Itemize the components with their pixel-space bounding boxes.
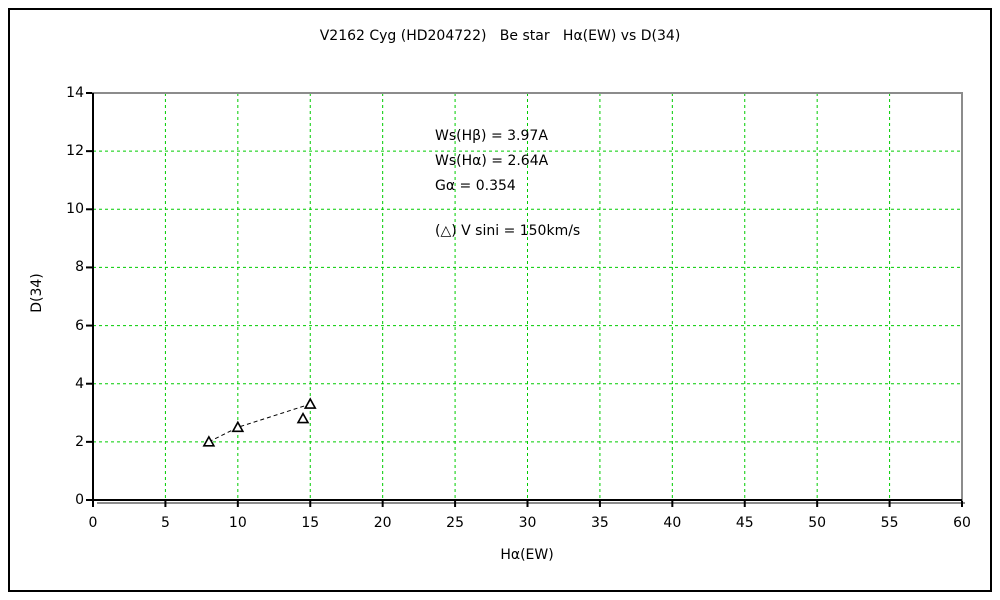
- x-tick-label: 60: [953, 515, 971, 531]
- triangle-marker: [296, 411, 310, 424]
- x-tick-label: 5: [160, 515, 170, 531]
- y-tick-label: 6: [75, 317, 84, 334]
- x-tick-label: 15: [301, 515, 320, 531]
- annotation-g-alpha: Gα = 0.354: [435, 178, 516, 194]
- triangle-marker: [303, 397, 317, 409]
- y-tick-label: 8: [75, 259, 84, 276]
- x-tick-label: 50: [808, 515, 827, 531]
- y-tick-label: 12: [66, 143, 84, 160]
- x-tick-label: 40: [663, 515, 682, 531]
- chart-title: V2162 Cyg (HD204722) Be star Hα(EW) vs D…: [319, 28, 681, 44]
- legend-vsini: (△) V sini = 150km/s: [435, 223, 581, 239]
- x-tick-label: 30: [518, 515, 537, 531]
- y-tick-label: 2: [75, 433, 84, 450]
- x-tick-label: 45: [735, 515, 754, 531]
- x-tick-label: 10: [228, 515, 247, 531]
- x-axis-label: Hα(EW): [500, 547, 554, 563]
- x-tick-label: 55: [880, 515, 899, 531]
- y-tick-label: 14: [66, 85, 84, 101]
- axis-lines: [92, 93, 962, 501]
- data-line: [208, 403, 311, 443]
- annotation-ws-hbeta: Ws(Hβ) = 3.97A: [435, 128, 548, 144]
- triangle-marker: [202, 435, 216, 447]
- annotation-block: Ws(Hβ) = 3.97A Ws(Hα) = 2.64A Gα = 0.354…: [435, 124, 580, 244]
- x-tick-label: 0: [88, 515, 98, 531]
- y-tick-label: 0: [75, 492, 84, 508]
- y-tick-label: 4: [75, 375, 84, 392]
- triangle-marker: [231, 420, 245, 433]
- y-tick-label: 10: [66, 201, 84, 218]
- x-tick-label: 25: [446, 515, 464, 531]
- figure-border: [8, 8, 992, 592]
- x-tick-label: 20: [373, 515, 392, 531]
- x-tick-label: 35: [590, 515, 609, 531]
- annotation-ws-halpha: Ws(Hα) = 2.64A: [435, 153, 549, 169]
